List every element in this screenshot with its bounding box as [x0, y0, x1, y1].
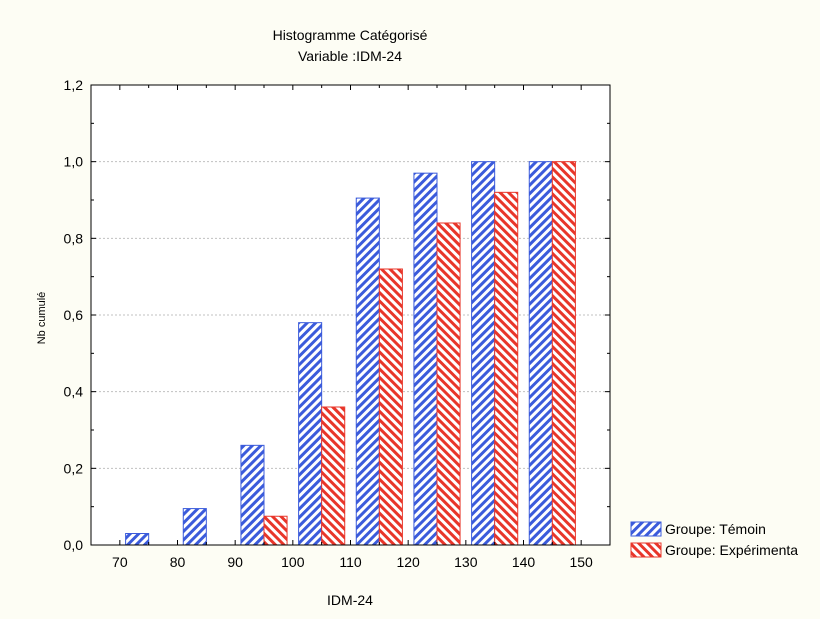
chart-subtitle: Variable :IDM-24 — [298, 48, 402, 64]
x-tick-label: 130 — [454, 554, 478, 570]
x-tick-label: 90 — [227, 554, 243, 570]
legend-swatch — [630, 521, 662, 537]
legend-label: Groupe: Témoin — [665, 521, 766, 537]
bar-experimental — [321, 406, 346, 546]
y-tick-label: 1,2 — [64, 77, 84, 93]
y-tick-label: 0,0 — [64, 537, 84, 553]
x-axis-label: IDM-24 — [327, 592, 373, 608]
bar-temoin — [471, 161, 496, 546]
legend-swatch — [630, 542, 662, 558]
x-tick-label: 70 — [112, 554, 128, 570]
x-tick-label: 80 — [170, 554, 186, 570]
bar-experimental — [263, 515, 288, 546]
bar-temoin — [413, 172, 438, 546]
bar-experimental — [551, 161, 576, 546]
bar-experimental — [494, 191, 519, 546]
y-tick-label: 0,2 — [64, 460, 84, 476]
x-tick-label: 110 — [339, 554, 362, 570]
bar-temoin — [182, 508, 207, 546]
y-tick-label: 0,6 — [64, 307, 84, 323]
x-tick-label: 100 — [281, 554, 305, 570]
y-axis: 0,0 0,2 0,4 0,6 0,8 1,0 1,2 — [64, 77, 610, 553]
legend-label: Groupe: Expérimenta — [665, 542, 798, 558]
chart-title: Histogramme Catégorisé — [273, 27, 428, 43]
bar-experimental — [378, 268, 403, 546]
x-tick-label: 140 — [512, 554, 536, 570]
y-tick-label: 0,8 — [64, 230, 84, 246]
y-tick-label: 1,0 — [64, 154, 84, 170]
x-tick-label: 150 — [569, 554, 593, 570]
bar-temoin — [125, 533, 150, 546]
y-axis-label: Nb cumulé — [36, 292, 48, 345]
x-axis: 70 80 90 100 110 120 130 140 150 — [112, 85, 593, 570]
grid-lines — [91, 161, 610, 469]
y-tick-label: 0,4 — [64, 384, 84, 400]
bar-temoin — [298, 322, 323, 546]
x-tick-label: 120 — [396, 554, 420, 570]
bar-temoin — [355, 197, 380, 546]
bar-temoin — [528, 161, 553, 546]
bar-experimental — [436, 222, 461, 546]
bar-temoin — [240, 444, 265, 546]
bars — [125, 161, 576, 546]
legend: Groupe: Témoin Groupe: Expérimenta — [630, 521, 798, 558]
